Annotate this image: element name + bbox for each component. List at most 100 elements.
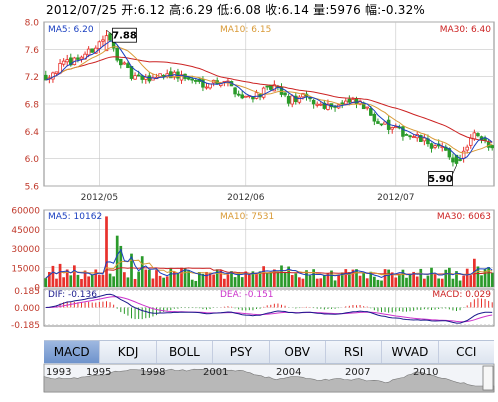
navigator-year-label: 1995 xyxy=(86,367,111,378)
volume-bar xyxy=(105,216,108,287)
volume-bar xyxy=(373,276,376,287)
candle-body xyxy=(286,95,291,104)
volume-bar xyxy=(487,267,490,287)
candle-body xyxy=(376,121,380,124)
candle-body xyxy=(447,148,452,158)
volume-bar xyxy=(240,277,244,287)
tab-cci[interactable]: CCI xyxy=(438,341,494,363)
tab-psy[interactable]: PSY xyxy=(213,341,270,363)
volume-bar xyxy=(148,269,151,287)
legend-MACD-0: DIF: -0.136 xyxy=(48,290,97,300)
legend-price-0: MA5: 6.20 xyxy=(48,25,94,35)
navigator-year-label: 2001 xyxy=(203,367,228,378)
candle-body xyxy=(294,95,298,103)
candle-body xyxy=(136,74,141,77)
volume-bar xyxy=(205,271,208,287)
navigator-year-label: 1993 xyxy=(46,367,71,378)
tab-rsi[interactable]: RSI xyxy=(325,341,383,363)
quote-low: 低:6.08 xyxy=(217,3,262,17)
volume-bar xyxy=(98,274,101,287)
quote-volume: 量:5976 xyxy=(313,3,361,17)
volume-bar xyxy=(340,272,344,287)
candle-body xyxy=(408,135,412,138)
candle-body xyxy=(411,136,416,138)
volume-bar xyxy=(248,274,251,287)
volume-bar xyxy=(55,278,58,287)
tab-macd[interactable]: MACD xyxy=(44,341,101,363)
candle-body xyxy=(54,71,59,74)
volume-bar xyxy=(326,273,330,287)
volume-bar xyxy=(126,277,130,287)
quote-header: 2012/07/25 开:6.12 高:6.29 低:6.08 收:6.14 量… xyxy=(46,1,425,18)
candle-body xyxy=(204,86,209,89)
candle-body xyxy=(326,103,330,110)
volume-bar xyxy=(230,271,233,287)
volume-bar xyxy=(408,274,412,287)
volume-bar xyxy=(390,272,394,287)
volume-bar xyxy=(426,275,430,287)
candle-body xyxy=(340,102,344,105)
candle-body xyxy=(251,96,255,100)
candle-body xyxy=(119,58,123,66)
candle-body xyxy=(236,93,241,96)
candle-body xyxy=(126,63,130,69)
ma30-line xyxy=(45,56,493,143)
tab-wvad[interactable]: WVAD xyxy=(382,341,439,363)
candle-body xyxy=(401,126,405,137)
volume-tick-label: 45000 xyxy=(11,226,40,236)
volume-bar xyxy=(490,272,494,287)
volume-bars xyxy=(44,216,494,287)
volume-bar xyxy=(273,269,276,287)
candle-body xyxy=(90,48,94,53)
volume-bar xyxy=(405,277,408,287)
volume-bar xyxy=(469,275,473,287)
volume-bar xyxy=(458,280,462,287)
tab-boll[interactable]: BOLL xyxy=(156,341,214,363)
legend-volume-1: MA10: 7531 xyxy=(220,212,274,222)
volume-bar xyxy=(255,272,258,287)
volume-bar xyxy=(115,235,119,287)
candle-body xyxy=(69,57,73,66)
candle-body xyxy=(272,84,277,92)
tab-kdj[interactable]: KDJ xyxy=(100,341,157,363)
annotation-box xyxy=(112,27,137,43)
volume-bar xyxy=(305,270,308,287)
legend-MACD-1: DEA: -0.151 xyxy=(220,290,274,300)
candle-body xyxy=(290,95,294,105)
volume-bar xyxy=(283,272,287,287)
candle-body xyxy=(344,100,348,105)
volume-bar xyxy=(276,272,280,287)
volume-bar xyxy=(151,278,155,287)
volume-bar xyxy=(423,278,426,287)
tab-obv[interactable]: OBV xyxy=(269,341,326,363)
volume-bar xyxy=(369,271,373,287)
indicator-tabs: MACD KDJ BOLL PSY OBV RSI WVAD CCI xyxy=(44,340,494,364)
candle-body xyxy=(186,77,191,80)
volume-bar xyxy=(365,278,369,287)
volume-bar xyxy=(430,267,433,287)
quote-change: 幅:-0.32% xyxy=(364,3,426,17)
candle-body xyxy=(383,121,387,125)
volume-bar xyxy=(237,272,240,287)
volume-bar xyxy=(280,265,283,287)
volume-bar xyxy=(444,269,448,287)
volume-bar xyxy=(380,280,383,287)
volume-bar xyxy=(215,269,219,287)
volume-bar xyxy=(76,274,80,287)
volume-bar xyxy=(333,280,337,287)
candle-body xyxy=(190,78,194,81)
candle-body xyxy=(97,41,102,49)
navigator-handle[interactable] xyxy=(482,365,494,391)
candle-body xyxy=(322,102,327,109)
quote-date: 2012/07/25 xyxy=(46,3,118,17)
volume-bar xyxy=(451,278,455,287)
candles xyxy=(44,30,494,167)
annotation-label: 7.88 xyxy=(112,31,137,42)
candle-body xyxy=(233,87,237,95)
volume-bar xyxy=(362,273,365,287)
candle-body xyxy=(372,113,377,122)
legend-MACD-2: MACD: 0.029 xyxy=(432,290,491,300)
candle-body xyxy=(490,145,494,149)
volume-bar xyxy=(158,275,162,287)
